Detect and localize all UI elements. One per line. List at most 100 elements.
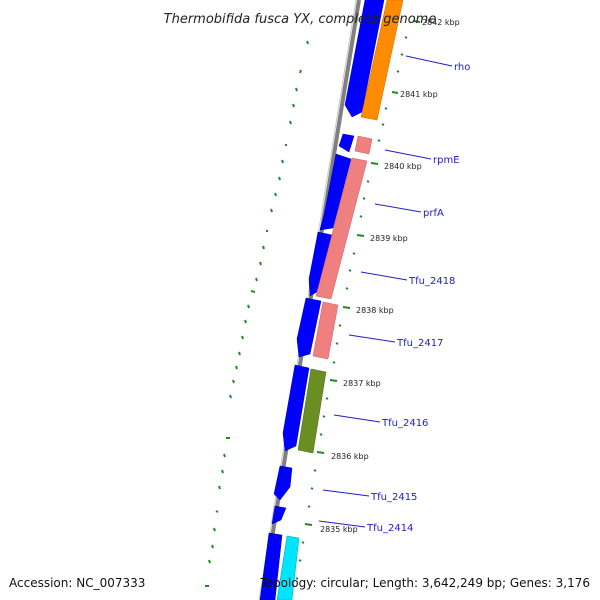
minor-tick	[301, 541, 305, 544]
gene-label-lines	[318, 55, 453, 528]
gc-dash	[235, 365, 238, 370]
gc-dash	[221, 469, 224, 474]
tick-label: 2840 kbp	[384, 162, 422, 171]
gene-Tfu_2417-block	[312, 301, 339, 360]
gc-dash	[262, 245, 265, 250]
label-line-prfA	[374, 203, 422, 213]
label-line-Tfu_2418	[360, 271, 408, 281]
gc-dash	[211, 544, 214, 549]
gc-dash	[213, 527, 216, 532]
gc-dash	[208, 559, 211, 564]
minor-tick	[352, 252, 356, 255]
map-title: Thermobifida fusca YX, complete genome	[164, 12, 437, 27]
minor-tick	[377, 139, 381, 142]
tick-label: 2838 kbp	[356, 306, 394, 315]
scale-tick	[391, 91, 399, 94]
scale-tick	[412, 20, 421, 23]
cds-arrow	[282, 364, 310, 452]
minor-tick	[310, 487, 314, 490]
minor-tick	[338, 324, 342, 327]
cds-arrow	[271, 505, 287, 525]
minor-tick	[396, 70, 400, 73]
minor-tick	[313, 469, 317, 472]
minor-tick	[335, 342, 339, 345]
scale-minor-ticks	[295, 36, 408, 580]
minor-tick	[400, 53, 404, 56]
gc-dash	[244, 319, 247, 324]
gc-dash	[215, 510, 219, 513]
scale-tick	[370, 162, 379, 165]
minor-tick	[381, 123, 385, 126]
cds-arrow	[273, 465, 293, 501]
minor-tick	[325, 397, 329, 400]
tick-label: 2842 kbp	[422, 18, 460, 27]
scale-tick	[329, 379, 338, 382]
minor-tick	[319, 433, 323, 436]
label-line-rho	[405, 55, 453, 67]
tick-label: 2837 kbp	[343, 379, 381, 388]
minor-tick	[348, 269, 352, 272]
label-line-Tfu_2417	[348, 334, 396, 343]
cds-arrow	[308, 231, 333, 297]
gc-dash	[281, 159, 284, 164]
cds-arrow	[338, 133, 355, 153]
gc-dash	[218, 485, 221, 490]
gene-label-Tfu_2416[interactable]: Tfu_2416	[381, 418, 428, 429]
topology-label: Topology: circular; Length: 3,642,249 bp…	[259, 576, 590, 590]
gc-dash	[238, 351, 241, 356]
gene-prfA-block	[315, 157, 368, 300]
minor-tick	[332, 361, 336, 364]
label-line-Tfu_2416	[333, 414, 381, 423]
gc-dash	[295, 87, 298, 92]
gc-dash	[247, 304, 250, 309]
tick-label: 2836 kbp	[331, 452, 369, 461]
gc-dash	[223, 453, 226, 458]
label-line-rpmE	[384, 149, 432, 160]
label-line-Tfu_2414	[318, 520, 366, 528]
gene-Tfu_2416-block	[297, 368, 327, 454]
cds-arrow	[296, 297, 322, 358]
label-line-Tfu_2415	[322, 489, 370, 497]
gc-dash	[289, 120, 292, 125]
scale-tick-labels: 2842 kbp 2841 kbp 2840 kbp 2839 kbp 2838…	[320, 18, 460, 534]
gene-rho-block	[360, 0, 404, 121]
reverse-strand-track	[259, 0, 385, 600]
scale-ticks	[304, 20, 421, 526]
minor-tick	[359, 215, 363, 218]
scale-tick	[304, 523, 313, 526]
cds-arrow	[344, 0, 385, 118]
gene-cyan-block	[276, 535, 300, 600]
minor-tick	[384, 107, 388, 110]
gc-dash	[306, 40, 309, 45]
gene-rpmE-block	[354, 135, 373, 155]
minor-tick	[298, 559, 302, 562]
gene-label-Tfu_2415[interactable]: Tfu_2415	[370, 492, 417, 503]
gene-label-rho[interactable]: rho	[454, 62, 470, 73]
gene-label-rpmE[interactable]: rpmE	[433, 155, 460, 166]
tick-label: 2839 kbp	[370, 234, 408, 243]
cds-arrow	[319, 153, 352, 231]
gc-dash	[241, 335, 244, 340]
gc-dash	[299, 69, 302, 74]
cds-arrow	[259, 532, 283, 600]
scale-tick	[356, 234, 365, 237]
gene-label-Tfu_2418[interactable]: Tfu_2418	[408, 276, 455, 287]
tick-label: 2841 kbp	[400, 90, 438, 99]
tick-label: 2835 kbp	[320, 525, 358, 534]
minor-tick	[295, 577, 299, 580]
gene-label-Tfu_2417[interactable]: Tfu_2417	[396, 338, 443, 349]
scale-tick	[342, 306, 351, 309]
minor-tick	[345, 287, 349, 290]
gc-dash	[250, 290, 256, 293]
scale-tick	[316, 451, 325, 454]
gc-dash	[259, 261, 262, 266]
gene-label-Tfu_2414[interactable]: Tfu_2414	[366, 523, 413, 534]
gc-dash	[229, 394, 232, 399]
gc-dash	[270, 208, 273, 213]
minor-tick	[307, 505, 311, 508]
gene-labels: rho rpmE prfA Tfu_2418 Tfu_2417 Tfu_2416…	[366, 62, 470, 534]
minor-tick	[404, 36, 408, 39]
gene-label-prfA[interactable]: prfA	[423, 208, 444, 219]
accession-label: Accession: NC_007333	[9, 576, 145, 590]
